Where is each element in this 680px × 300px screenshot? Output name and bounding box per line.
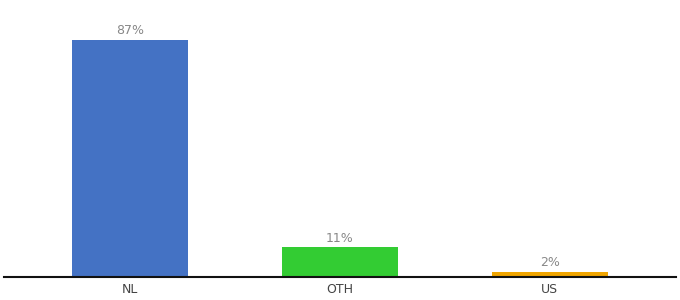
Text: 2%: 2% bbox=[540, 256, 560, 269]
Bar bbox=[282, 247, 398, 277]
Text: 11%: 11% bbox=[326, 232, 354, 244]
Bar bbox=[492, 272, 608, 277]
Bar bbox=[72, 40, 188, 277]
Text: 87%: 87% bbox=[116, 24, 144, 37]
